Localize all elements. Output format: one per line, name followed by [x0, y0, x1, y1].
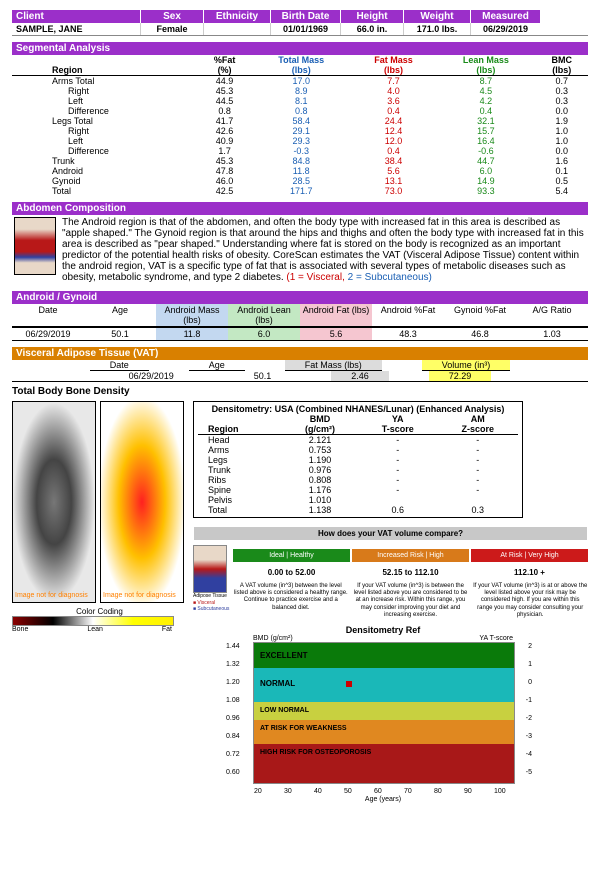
dens-title: Densitometry: USA (Combined NHANES/Lunar… [198, 404, 518, 414]
ref-marker [346, 681, 352, 687]
vat-header: Date Age Fat Mass (lbs) Volume (in³) [12, 360, 588, 371]
table-row: Head2.121-- [198, 435, 518, 446]
table-row: Pelvis1.010 [198, 495, 518, 505]
ag-header: Date Age Android Mass (lbs) Android Lean… [12, 304, 588, 328]
val-sex: Female [140, 23, 203, 35]
lower-section: Image not for diagnosis Image not for di… [12, 401, 588, 803]
segmental-title: Segmental Analysis [12, 42, 588, 55]
hdr-birthdate: Birth Date [270, 10, 340, 23]
table-row: Legs Total41.758.424.432.11.9 [12, 116, 588, 126]
hdr-ethnicity: Ethnicity [203, 10, 270, 23]
table-row: Difference0.80.80.40.40.0 [12, 106, 588, 116]
table-row: Arms0.753-- [198, 445, 518, 455]
client-header: Client Sex Ethnicity Birth Date Height W… [12, 10, 588, 36]
ag-values: 06/29/2019 50.1 11.8 6.0 5.6 48.3 46.8 1… [12, 328, 588, 341]
bone-title: Total Body Bone Density [12, 386, 588, 397]
client-name: SAMPLE, JANE [12, 23, 140, 35]
h-fm: Fat Mass [351, 55, 437, 65]
table-row: Trunk0.976-- [198, 465, 518, 475]
table-row: Total42.5171.773.093.35.4 [12, 186, 588, 196]
table-row: Right42.629.112.415.71.0 [12, 126, 588, 136]
table-row: Spine1.176-- [198, 485, 518, 495]
ref-title: Densitometry Ref [253, 625, 513, 635]
hdr-measured: Measured [470, 10, 540, 23]
h-tm: Total Mass [252, 55, 351, 65]
table-row: Ribs0.808-- [198, 475, 518, 485]
ref-xlabel: Age (years) [253, 796, 513, 803]
gradient-labels: Bone Lean Fat [12, 626, 172, 633]
table-row: Difference1.7-0.30.4-0.60.0 [12, 146, 588, 156]
table-row: Legs1.190-- [198, 455, 518, 465]
h-region: Region [12, 65, 197, 76]
val-birthdate: 01/01/1969 [270, 23, 340, 35]
hdr-weight: Weight [403, 10, 470, 23]
vat-values: 06/29/2019 50.1 2.46 72.29 [12, 371, 588, 382]
abdomen-icon [14, 217, 56, 275]
hdr-height: Height [340, 10, 403, 23]
densitometry-box: Densitometry: USA (Combined NHANES/Lunar… [193, 401, 523, 518]
h-pfat: %Fat [197, 55, 251, 65]
val-measured: 06/29/2019 [470, 23, 540, 35]
table-row: Arms Total44.917.07.78.70.7 [12, 76, 588, 87]
vat-title: Visceral Adipose Tissue (VAT) [12, 347, 588, 360]
segmental-table: %Fat Total Mass Fat Mass Lean Mass BMC R… [12, 55, 588, 196]
legend-mini-icon [193, 545, 227, 593]
abdomen-text: The Android region is that of the abdome… [12, 215, 588, 285]
risk-healthy: Ideal | Healthy [233, 549, 350, 562]
h-bmc: BMC [536, 55, 588, 65]
compare-section: Adipose Tissue ■ Visceral ■ Subcutaneous… [193, 545, 588, 619]
h-lm: Lean Mass [436, 55, 535, 65]
gradient-bar [12, 616, 174, 626]
abdomen-title: Abdomen Composition [12, 202, 588, 215]
val-ethnicity [203, 23, 270, 35]
client-label: Client [12, 10, 140, 23]
risk-high: Increased Risk | High [352, 549, 469, 562]
table-row: Right45.38.94.04.50.3 [12, 86, 588, 96]
hdr-sex: Sex [140, 10, 203, 23]
color-coding-label: Color Coding [12, 607, 187, 616]
table-row: Total1.1380.60.3 [198, 505, 518, 515]
risk-veryhigh: At Risk | Very High [471, 549, 588, 562]
scan-fat-image: Image not for diagnosis [100, 401, 184, 603]
compare-title: How does your VAT volume compare? [193, 526, 588, 541]
ref-chart: EXCELLENT NORMAL LOW NORMAL AT RISK FOR … [253, 642, 515, 784]
scan-bone-image: Image not for diagnosis [12, 401, 96, 603]
table-row: Left44.58.13.64.20.3 [12, 96, 588, 106]
table-row: Left40.929.312.016.41.0 [12, 136, 588, 146]
val-weight: 171.0 lbs. [403, 23, 470, 35]
ag-title: Android / Gynoid [12, 291, 588, 304]
table-row: Gynoid46.028.513.114.90.5 [12, 176, 588, 186]
val-height: 66.0 in. [340, 23, 403, 35]
table-row: Trunk45.384.838.444.71.6 [12, 156, 588, 166]
table-row: Android47.811.85.66.00.1 [12, 166, 588, 176]
